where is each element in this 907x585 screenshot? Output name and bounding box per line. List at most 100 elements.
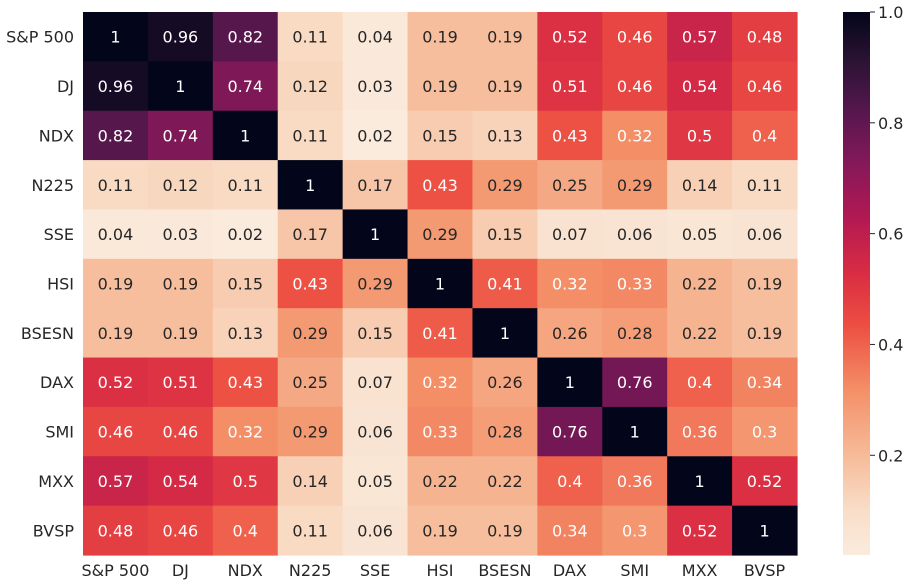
heatmap-cell [342, 456, 409, 507]
heatmap-cell [212, 12, 279, 62]
heatmap-cell [83, 406, 149, 457]
heatmap-cell [83, 258, 149, 309]
heatmap-cell [342, 12, 409, 62]
heatmap-cell [277, 258, 344, 309]
column-label: S&P 500 [81, 561, 149, 580]
cell-value-label: 0.15 [422, 126, 458, 145]
heatmap-cell [602, 406, 668, 457]
cell-value-label: 0.74 [227, 77, 263, 96]
cell-value-label: 0.96 [163, 28, 199, 47]
cell-value-label: 0.19 [422, 521, 458, 540]
heatmap-cell [732, 357, 798, 408]
heatmap-cell [147, 308, 214, 359]
heatmap-cell [472, 61, 538, 112]
heatmap-cell [342, 406, 409, 457]
heatmap-cell [407, 258, 474, 309]
cell-value-label: 0.51 [552, 77, 588, 96]
row-label: BVSP [33, 521, 75, 540]
cell-value-label: 0.43 [552, 126, 588, 145]
row-label: SMI [45, 423, 74, 442]
heatmap-cell [83, 160, 149, 211]
cell-value-label: 0.3 [752, 423, 777, 442]
cell-value-label: 0.46 [617, 77, 653, 96]
cell-value-label: 0.07 [357, 373, 393, 392]
cell-value-label: 0.06 [747, 225, 783, 244]
cell-value-label: 0.19 [487, 28, 523, 47]
cell-value-label: 0.19 [422, 28, 458, 47]
cell-value-label: 0.22 [487, 472, 523, 491]
colorbar: 0.2 0.4 0.6 0.8 1.0 [843, 3, 903, 555]
heatmap-cell [147, 357, 214, 408]
cell-value-label: 0.46 [617, 28, 653, 47]
column-label: NDX [228, 561, 263, 580]
colorbar-tick-label: 0.8 [878, 114, 903, 133]
heatmap-cell [277, 110, 344, 161]
cell-value-label: 0.29 [292, 423, 328, 442]
cell-value-label: 0.06 [357, 423, 393, 442]
cell-value-label: 0.52 [552, 28, 588, 47]
heatmap-cell [212, 456, 279, 507]
heatmap-cell [342, 61, 409, 112]
heatmap-cell [277, 209, 344, 260]
colorbar-tick-label: 0.2 [878, 446, 903, 465]
heatmap-cell [342, 308, 409, 359]
cell-value-label: 0.11 [292, 28, 328, 47]
cell-value-label: 0.33 [422, 423, 458, 442]
heatmap-cell [277, 456, 344, 507]
row-label: NDX [39, 126, 74, 145]
heatmap-cell [602, 110, 668, 161]
heatmap-cell [407, 110, 474, 161]
cell-value-label: 0.82 [227, 28, 263, 47]
cell-value-label: 1 [370, 225, 380, 244]
heatmap-cell [732, 12, 798, 62]
row-label: SSE [44, 225, 74, 244]
cell-value-label: 0.11 [227, 176, 263, 195]
heatmap-cell [212, 406, 279, 457]
cell-value-label: 1 [305, 176, 315, 195]
heatmap-cell [407, 12, 474, 62]
cell-value-label: 0.12 [163, 176, 199, 195]
heatmap-cell [472, 160, 538, 211]
cell-value-label: 0.52 [747, 472, 783, 491]
cell-value-label: 0.54 [163, 472, 199, 491]
column-label: BVSP [744, 561, 786, 580]
heatmap-cell [407, 406, 474, 457]
heatmap-cell [342, 160, 409, 211]
cell-value-label: 0.34 [747, 373, 783, 392]
column-label: DAX [553, 561, 587, 580]
cell-value-label: 0.46 [163, 423, 199, 442]
cell-value-label: 0.43 [227, 373, 263, 392]
row-label: MXX [38, 472, 74, 491]
heatmap-cell [667, 456, 733, 507]
cell-value-label: 0.04 [357, 28, 393, 47]
heatmap-cell [342, 209, 409, 260]
colorbar-tick-label: 1.0 [878, 3, 903, 22]
heatmap-cell [537, 12, 603, 62]
heatmap-cell [537, 505, 603, 556]
heatmap-cell [732, 209, 798, 260]
row-label: HSI [47, 275, 74, 294]
cell-value-label: 0.46 [747, 77, 783, 96]
cell-value-label: 0.32 [422, 373, 458, 392]
colorbar-tick-label: 0.4 [878, 335, 903, 354]
heatmap-cell [472, 308, 538, 359]
cell-value-label: 0.4 [687, 373, 712, 392]
cell-value-label: 0.02 [357, 126, 393, 145]
cell-value-label: 0.25 [292, 373, 328, 392]
cell-value-label: 0.36 [617, 472, 653, 491]
cell-value-label: 0.15 [227, 275, 263, 294]
cell-value-label: 0.11 [747, 176, 783, 195]
heatmap-cell [472, 12, 538, 62]
heatmap-cell [667, 505, 733, 556]
row-label: S&P 500 [6, 28, 74, 47]
cell-value-label: 0.28 [617, 324, 653, 343]
cell-value-label: 0.34 [552, 521, 588, 540]
cell-value-label: 0.19 [747, 275, 783, 294]
cell-value-label: 0.36 [682, 423, 718, 442]
cell-value-label: 0.41 [422, 324, 458, 343]
cell-value-label: 0.13 [227, 324, 263, 343]
heatmap-cell [667, 12, 733, 62]
column-label: MXX [682, 561, 718, 580]
cell-value-label: 0.02 [227, 225, 263, 244]
